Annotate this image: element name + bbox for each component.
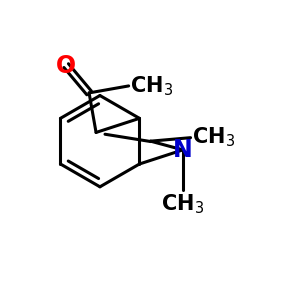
Text: O: O [56,54,76,78]
Text: CH$_3$: CH$_3$ [130,74,173,98]
Text: N: N [173,138,193,162]
Text: CH$_3$: CH$_3$ [161,192,204,216]
Text: CH$_3$: CH$_3$ [192,126,235,149]
